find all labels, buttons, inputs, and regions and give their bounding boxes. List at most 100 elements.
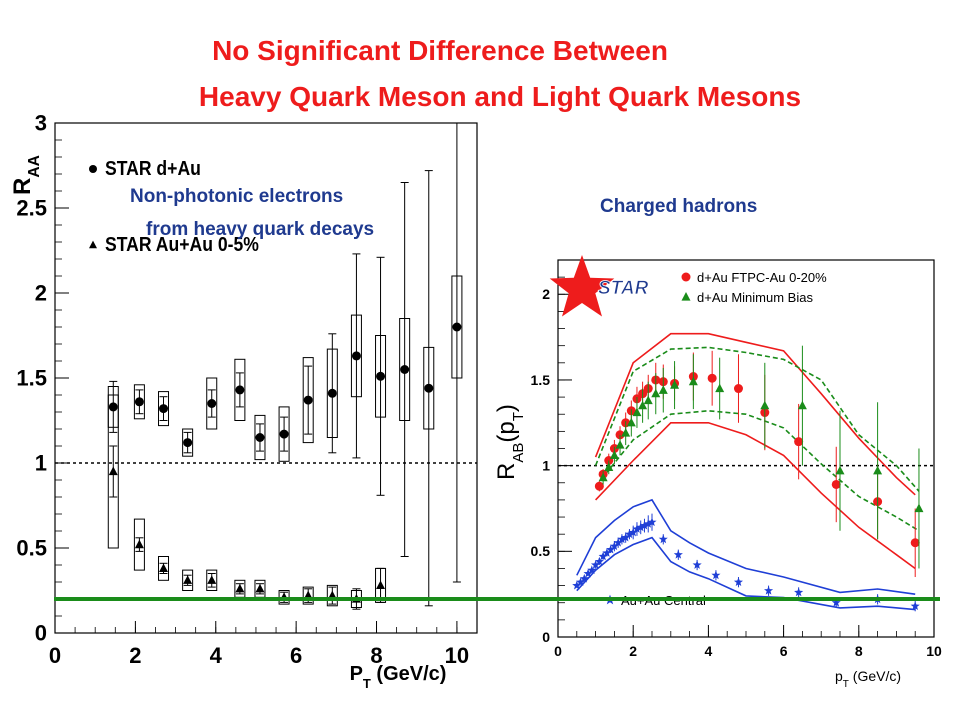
data-point — [452, 322, 462, 332]
data-point — [606, 544, 616, 554]
systematic-box — [158, 556, 170, 581]
y-tick-label: 0 — [35, 621, 47, 646]
systematic-box — [375, 567, 387, 603]
data-point — [628, 527, 638, 537]
data-point — [621, 428, 631, 437]
data-point — [835, 465, 845, 475]
data-point — [602, 548, 612, 557]
data-point — [591, 560, 601, 569]
band-upper — [594, 346, 920, 492]
slide-title-line-1: No Significant Difference Between — [212, 35, 668, 66]
y-tick-label: 2.5 — [16, 196, 47, 221]
data-point — [400, 365, 410, 374]
y-tick-label: 1 — [35, 451, 47, 476]
series-star-dau — [107, 123, 463, 607]
data-point — [159, 404, 169, 414]
left-note-line-2: from heavy quark decays — [146, 219, 375, 240]
systematic-box — [375, 335, 387, 418]
x-axis-label: pT (GeV/c) — [835, 668, 901, 690]
data-point — [639, 520, 649, 530]
x-tick-label: 2 — [129, 643, 141, 668]
data-point — [598, 472, 608, 482]
data-point — [609, 541, 619, 551]
data-point — [351, 594, 361, 603]
data-point — [279, 429, 289, 439]
band-lower — [595, 421, 916, 570]
data-point — [658, 534, 668, 544]
x-tick-label: 2 — [629, 643, 637, 659]
y-tick-label: 1 — [542, 458, 550, 474]
data-point — [764, 585, 774, 595]
series-star-auau — [107, 394, 387, 610]
data-point — [572, 580, 582, 590]
data-point — [327, 388, 337, 398]
y-tick-label: 2 — [542, 286, 550, 302]
legend-marker — [89, 165, 97, 173]
band-upper — [576, 498, 916, 595]
y-tick-label: 1.5 — [16, 366, 47, 391]
y-axis-label: RAB(pT) — [493, 404, 527, 480]
systematic-box — [302, 586, 314, 605]
systematic-box — [350, 314, 362, 398]
data-point — [351, 351, 361, 361]
data-point — [327, 590, 337, 600]
legend-label: d+Au Minimum Bias — [697, 290, 813, 305]
data-point — [583, 568, 593, 578]
data-point — [643, 395, 653, 405]
x-tick-label: 6 — [290, 643, 302, 668]
data-point — [692, 560, 702, 569]
legend-marker — [681, 292, 691, 301]
x-tick-label: 10 — [926, 643, 942, 659]
x-tick-label: 8 — [855, 643, 863, 659]
legend-label: Au+Au Central — [621, 593, 706, 608]
data-point — [715, 383, 725, 393]
data-point — [626, 417, 636, 427]
data-point — [643, 519, 653, 528]
x-tick-label: 6 — [780, 643, 788, 659]
legend-label: STAR Au+Au 0-5% — [105, 233, 259, 255]
data-point — [604, 462, 614, 471]
data-point — [594, 481, 604, 491]
slide-title-line-2: Heavy Quark Meson and Light Quark Mesons — [198, 81, 802, 112]
systematic-box — [133, 384, 145, 420]
data-point — [613, 537, 623, 547]
systematic-box — [206, 377, 218, 430]
data-point — [873, 465, 883, 475]
data-point — [579, 573, 589, 583]
data-point — [794, 587, 804, 597]
data-point — [587, 565, 597, 575]
star-logo-text: STAR — [598, 278, 649, 299]
legend-label: STAR d+Au — [105, 157, 201, 179]
data-point — [609, 450, 619, 459]
series-circle — [594, 350, 920, 578]
data-point — [624, 529, 634, 539]
x-tick-label: 4 — [705, 643, 713, 659]
data-point — [688, 376, 698, 386]
left-chart-electron-raa: 0 2 4 6 8 10 0 0.5 1 1.5 2 2.5 3 RAA PT (GeV/c) STAR d+… — [9, 115, 478, 691]
data-point — [733, 577, 743, 586]
left-note-line-1: Non-photonic electrons — [130, 186, 344, 207]
right-chart-hadron-rab: 0 2 4 6 8 10 0 0.5 1 1.5 2 RAB(pT) pT (GeV/c) d+Au FT… — [493, 255, 942, 690]
data-point — [707, 373, 717, 383]
data-point — [647, 517, 657, 527]
systematic-box — [423, 346, 435, 430]
systematic-box — [326, 348, 338, 439]
data-point — [711, 570, 721, 580]
data-point — [279, 592, 289, 601]
y-tick-label: 2 — [35, 281, 47, 306]
x-tick-label: 10 — [445, 643, 469, 668]
data-point — [658, 385, 668, 394]
data-point — [108, 402, 118, 412]
y-tick-label: 0 — [542, 629, 550, 645]
data-point — [303, 395, 313, 405]
data-point — [159, 563, 169, 572]
y-axis-label: RAA — [9, 155, 43, 195]
data-point — [303, 590, 313, 600]
y-tick-label: 3 — [35, 115, 47, 136]
data-point — [207, 575, 217, 584]
data-point — [914, 503, 924, 513]
data-point — [235, 385, 245, 395]
systematic-box — [182, 569, 194, 592]
systematic-box — [278, 406, 290, 462]
data-point — [615, 440, 625, 449]
